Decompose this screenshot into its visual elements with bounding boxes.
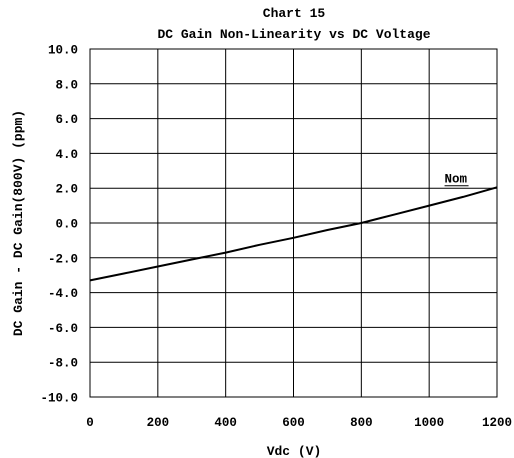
x-tick-label: 400 [214,416,237,430]
y-tick-label: 10.0 [48,44,78,58]
y-tick-label: 0.0 [55,218,78,232]
y-tick-label: -10.0 [40,392,78,406]
x-tick-label: 1200 [482,416,512,430]
chart-title: Chart 15 [263,6,326,21]
x-tick-label: 600 [282,416,305,430]
y-tick-label: -8.0 [48,357,78,371]
grid-lines [89,48,498,398]
chart-subtitle: DC Gain Non-Linearity vs DC Voltage [157,27,430,42]
x-tick-labels: 0 200 400 600 800 1000 1200 [86,416,512,430]
annotations: Nom [444,173,469,187]
x-tick-label: 1000 [414,416,444,430]
y-tick-label: 2.0 [55,183,78,197]
y-tick-label: 4.0 [55,148,78,162]
y-tick-labels: 10.0 8.0 6.0 4.0 2.0 0.0 -2.0 -4.0 -6.0 -8.0 -10.0 [40,44,78,406]
y-tick-label: 6.0 [55,113,78,127]
y-tick-label: -4.0 [48,287,78,301]
y-tick-label: -6.0 [48,322,78,336]
x-tick-label: 200 [147,416,170,430]
y-tick-label: 8.0 [55,78,78,92]
x-tick-label: 0 [86,416,94,430]
y-tick-label: -2.0 [48,252,78,266]
series-annotation-label: Nom [445,173,468,187]
y-axis-label: DC Gain - DC Gain(800V) (ppm) [11,110,26,336]
series-line-nom [89,186,498,282]
series-group [89,186,498,282]
x-tick-label: 800 [350,416,373,430]
plot-area-frame [89,48,498,398]
x-axis-label: Vdc (V) [267,444,322,458]
